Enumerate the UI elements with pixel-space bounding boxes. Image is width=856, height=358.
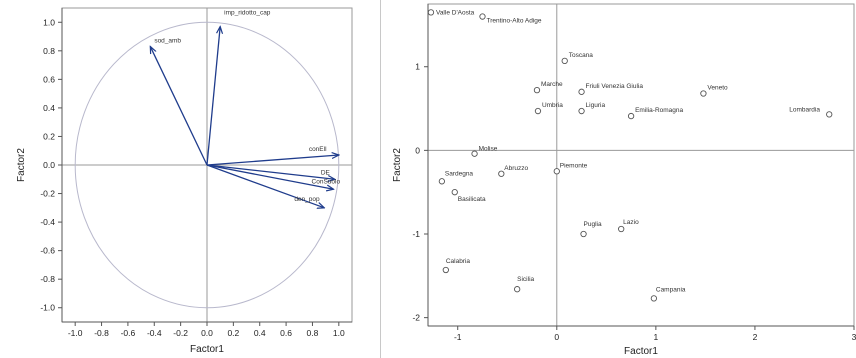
point-label: Sicilia bbox=[517, 276, 534, 283]
point-label: Friuli Venezia Giulia bbox=[586, 83, 644, 90]
x-tick-label: 1.0 bbox=[333, 328, 345, 338]
x-tick-label: -1.0 bbox=[68, 328, 83, 338]
y-tick-label: -0.8 bbox=[40, 274, 55, 284]
y-tick-label: 0.4 bbox=[43, 103, 55, 113]
y-tick-label: 0 bbox=[415, 145, 420, 155]
x-tick-label: -0.8 bbox=[94, 328, 109, 338]
point-label: Campania bbox=[656, 286, 686, 293]
point-label: Sardegna bbox=[445, 170, 474, 177]
vector-label: ConSuolo bbox=[312, 178, 341, 185]
point-label: Lazio bbox=[623, 219, 639, 226]
x-tick-label: 0.4 bbox=[254, 328, 266, 338]
data-point bbox=[700, 90, 707, 97]
x-tick-label: 0.2 bbox=[227, 328, 239, 338]
point-label: Abruzzo bbox=[504, 165, 528, 172]
scores-plot: -1 0 1 2 3 1 0 -1 -2 Factor1 Factor2 Valle D'Aosta T… bbox=[392, 3, 856, 357]
vector-label: conEll bbox=[309, 146, 327, 153]
point-label: Molise bbox=[479, 146, 498, 153]
point-label: Liguria bbox=[586, 102, 606, 109]
x-axis-title: Factor1 bbox=[624, 346, 658, 357]
y-tick-label: -1 bbox=[412, 229, 420, 239]
y-tick-label: -2 bbox=[412, 313, 420, 323]
data-point bbox=[578, 88, 585, 95]
y-tick-label: 0.8 bbox=[43, 46, 55, 56]
x-axis-title: Factor1 bbox=[190, 344, 224, 355]
vector-label: imp_ridotto_cap bbox=[224, 10, 271, 17]
unit-circle bbox=[74, 21, 340, 309]
y-axis-title: Factor2 bbox=[392, 148, 403, 182]
data-point bbox=[561, 57, 568, 65]
data-point bbox=[627, 112, 635, 120]
vector-label: sod_amb bbox=[154, 38, 181, 45]
point-label: Calabria bbox=[446, 258, 471, 265]
point-label: Veneto bbox=[707, 84, 728, 91]
point-label: Marche bbox=[541, 81, 563, 88]
scores-plot-panel: -1 0 1 2 3 1 0 -1 -2 Factor1 Factor2 Valle D'Aosta T… bbox=[386, 0, 856, 358]
loadings-plot: -1.0 -0.8 -0.6 -0.4 -0.2 0.0 0.2 0.4 0.6 0.8 1.0 1.… bbox=[16, 7, 353, 355]
y-tick-label: -0.6 bbox=[40, 246, 55, 256]
loading-vector bbox=[206, 27, 220, 166]
x-tick-label: 0 bbox=[554, 332, 559, 342]
point-label: Emilia-Romagna bbox=[635, 107, 683, 114]
data-point bbox=[442, 266, 449, 274]
loading-vector bbox=[206, 164, 324, 208]
data-point bbox=[553, 168, 560, 175]
loadings-plot-panel: -1.0 -0.8 -0.6 -0.4 -0.2 0.0 0.2 0.4 0.6 0.8 1.0 1.… bbox=[0, 0, 378, 358]
data-point bbox=[650, 295, 658, 302]
y-tick-label: -0.4 bbox=[40, 217, 55, 227]
data-point bbox=[578, 107, 585, 115]
panel-divider bbox=[380, 0, 381, 358]
point-label: Lombardia bbox=[789, 106, 820, 113]
data-point bbox=[580, 230, 587, 238]
x-tick-label: -1 bbox=[454, 332, 462, 342]
data-point bbox=[427, 9, 435, 16]
vector-label: DE bbox=[321, 169, 331, 176]
data-point bbox=[514, 286, 521, 293]
data-point bbox=[534, 107, 542, 115]
y-axis-title: Factor2 bbox=[16, 148, 27, 182]
x-tick-label: 0.8 bbox=[307, 328, 319, 338]
x-tick-label: 3 bbox=[852, 332, 856, 342]
plot-frame bbox=[427, 3, 855, 327]
y-tick-label: -1.0 bbox=[40, 303, 55, 313]
x-tick-label: 0.6 bbox=[280, 328, 292, 338]
point-label: Piemonte bbox=[560, 162, 588, 169]
y-tick-label: 0.6 bbox=[43, 74, 55, 84]
loading-vector bbox=[206, 155, 339, 166]
y-tick-label: 0.2 bbox=[43, 131, 55, 141]
data-point bbox=[471, 150, 478, 157]
point-label: Puglia bbox=[584, 221, 602, 228]
y-tick-label: 0.0 bbox=[43, 160, 55, 170]
data-point bbox=[438, 178, 446, 185]
vector-label: den_pop bbox=[294, 196, 320, 203]
x-tick-label: -0.6 bbox=[121, 328, 136, 338]
x-tick-label: -0.2 bbox=[173, 328, 188, 338]
data-point bbox=[618, 225, 625, 233]
data-point bbox=[498, 170, 505, 177]
point-label: Umbria bbox=[542, 102, 563, 109]
y-tick-label: -0.2 bbox=[40, 189, 55, 199]
y-tick-label: 1.0 bbox=[43, 17, 55, 27]
data-point bbox=[479, 13, 486, 20]
data-point bbox=[451, 189, 458, 196]
x-tick-label: 1 bbox=[653, 332, 658, 342]
point-label: Toscana bbox=[569, 52, 594, 59]
point-label: Valle D'Aosta bbox=[436, 9, 475, 16]
point-label: Trentino-Alto Adige bbox=[486, 18, 541, 25]
x-tick-label: 2 bbox=[753, 332, 758, 342]
data-point bbox=[826, 111, 833, 118]
data-point bbox=[533, 86, 541, 94]
point-label: Basilicata bbox=[458, 196, 486, 203]
x-tick-label: 0.0 bbox=[201, 328, 213, 338]
loading-vector bbox=[150, 47, 208, 166]
loading-vector bbox=[206, 164, 335, 179]
x-tick-label: -0.4 bbox=[147, 328, 162, 338]
loading-vector bbox=[206, 164, 334, 189]
y-tick-label: 1 bbox=[415, 62, 420, 72]
